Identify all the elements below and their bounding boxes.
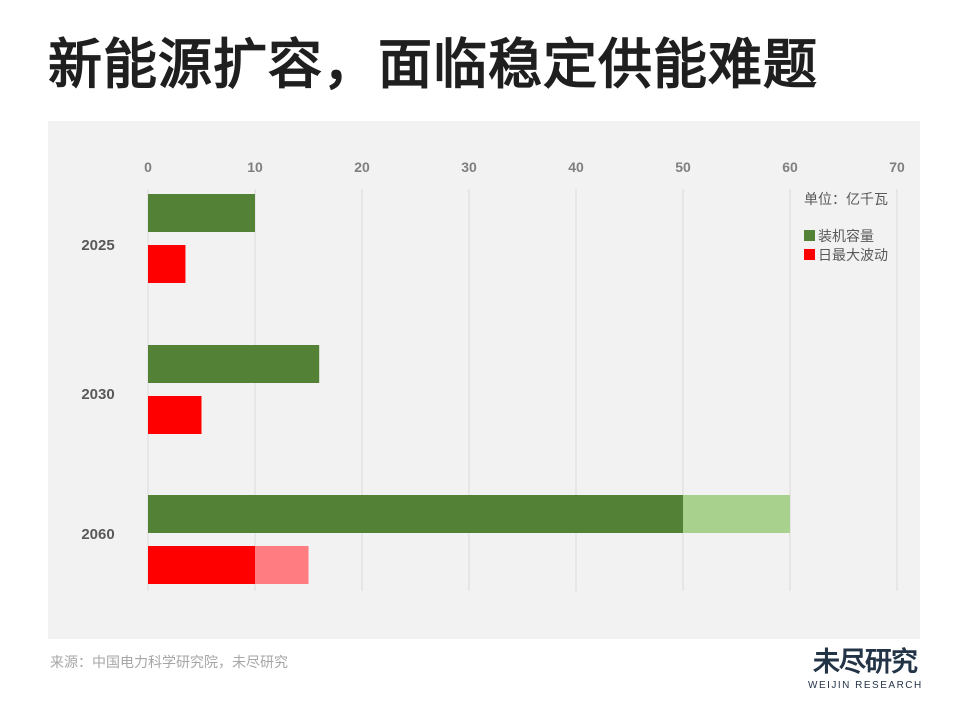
x-tick-label-30: 30 xyxy=(461,159,477,175)
x-tick-label-20: 20 xyxy=(354,159,370,175)
y-category-label-2025: 2025 xyxy=(81,237,114,254)
logo-subtitle: WEIJIN RESEARCH xyxy=(808,680,923,691)
bar-capacity-2060 xyxy=(148,495,683,533)
legend-label-fluctuation: 日最大波动 xyxy=(818,246,888,263)
x-tick-label-50: 50 xyxy=(675,159,691,175)
bar-fluctuation-2025 xyxy=(148,245,186,283)
legend-swatch-fluctuation xyxy=(804,249,815,260)
bar-extension-fluctuation-2060 xyxy=(255,546,309,584)
legend-item-fluctuation: 日最大波动 xyxy=(804,245,888,264)
x-tick-label-60: 60 xyxy=(782,159,798,175)
legend-item-capacity: 装机容量 xyxy=(804,226,888,245)
x-tick-label-0: 0 xyxy=(144,159,152,175)
legend-label-capacity: 装机容量 xyxy=(818,227,874,244)
chart-panel: 0 10 20 30 40 50 60 70 2025 2030 2060 单位：亿千瓦 装机容量 … xyxy=(48,121,920,639)
bar-fluctuation-2060 xyxy=(148,546,255,584)
page-title: 新能源扩容，面临稳定供能难题 xyxy=(48,33,818,96)
x-tick-label-10: 10 xyxy=(247,159,263,175)
y-category-label-2030: 2030 xyxy=(81,386,114,403)
legend: 装机容量 日最大波动 xyxy=(804,226,888,264)
x-tick-label-40: 40 xyxy=(568,159,584,175)
legend-swatch-capacity xyxy=(804,230,815,241)
unit-label: 单位：亿千瓦 xyxy=(804,191,888,207)
x-tick-label-70: 70 xyxy=(889,159,905,175)
brand-logo: 未尽研究 WEIJIN RESEARCH xyxy=(808,647,922,693)
bar-extension-capacity-2060 xyxy=(683,495,790,533)
y-category-label-2060: 2060 xyxy=(81,526,114,543)
bar-capacity-2025 xyxy=(148,194,255,232)
logo-wordmark: 未尽研究 xyxy=(813,647,918,678)
bar-capacity-2030 xyxy=(148,345,320,383)
source-note: 来源：中国电力科学研究院，未尽研究 xyxy=(50,654,288,670)
bar-fluctuation-2030 xyxy=(148,396,202,434)
